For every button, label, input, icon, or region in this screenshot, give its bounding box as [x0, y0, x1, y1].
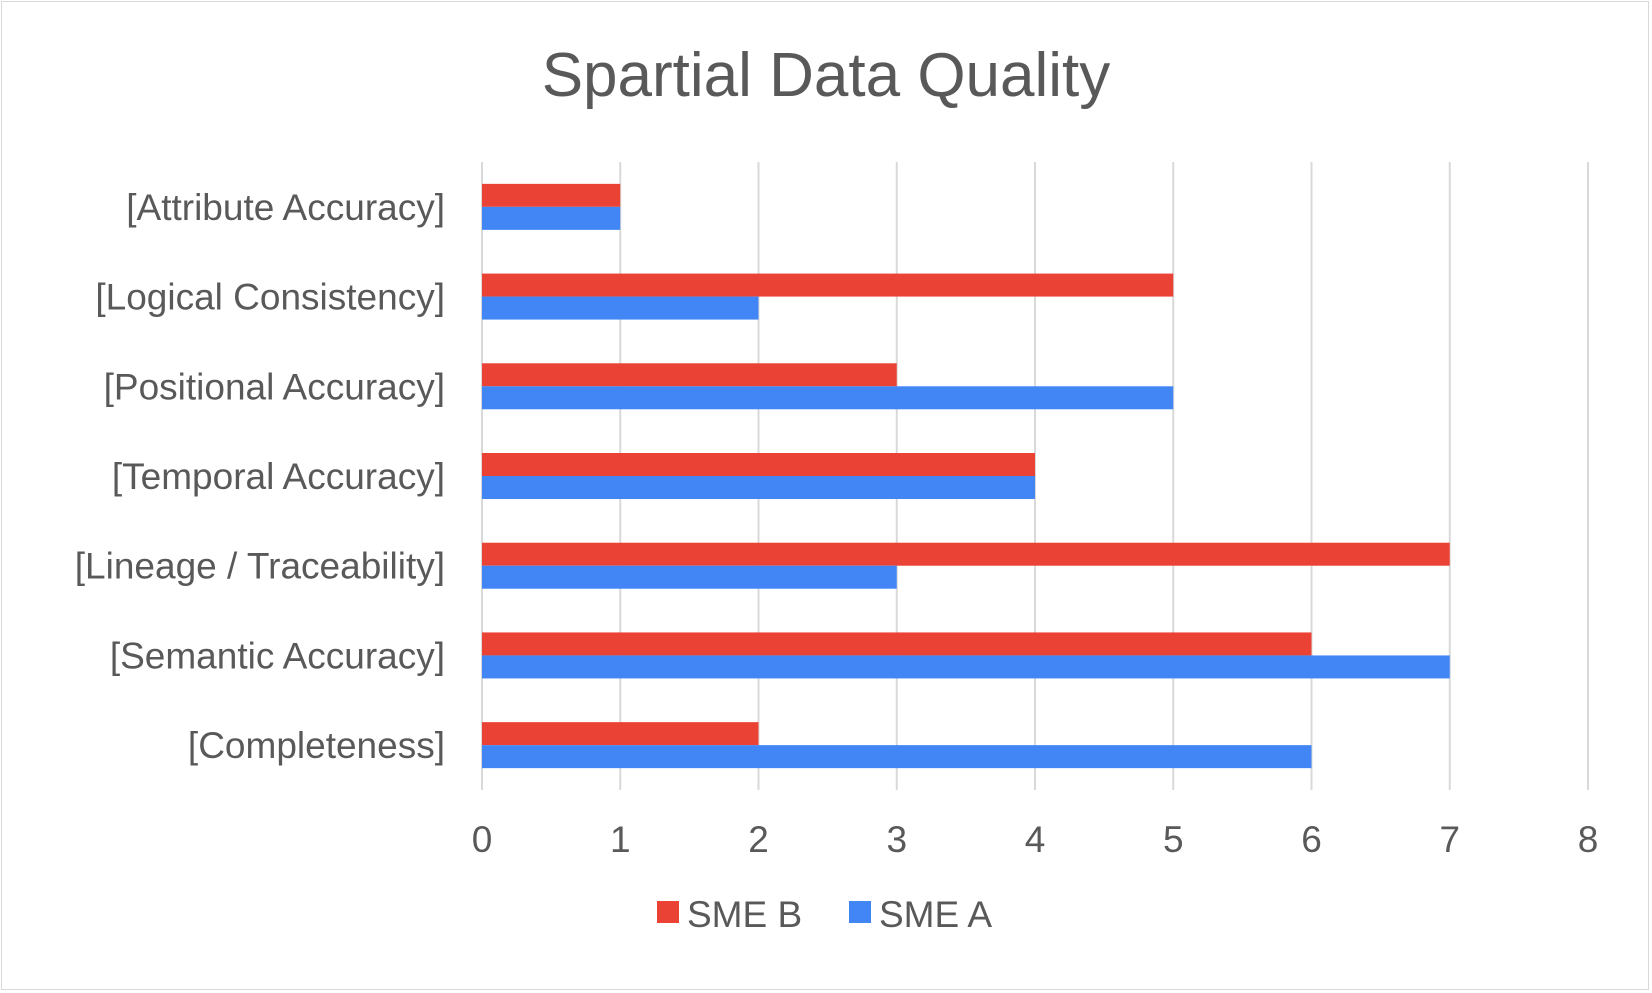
- category-label: [Logical Consistency]: [95, 277, 445, 318]
- bar-sme-a: [482, 296, 759, 320]
- category-label: [Attribute Accuracy]: [126, 187, 445, 228]
- x-tick-label: 3: [886, 819, 907, 860]
- bar-sme-b: [482, 542, 1450, 566]
- x-tick-label: 8: [1578, 819, 1599, 860]
- x-tick-label: 0: [472, 819, 493, 860]
- bar-sme-a: [482, 745, 1312, 769]
- bar-sme-a: [482, 476, 1035, 499]
- category-label: [Temporal Accuracy]: [112, 456, 445, 497]
- legend: SME B SME A: [657, 894, 992, 935]
- bar-sme-a: [482, 386, 1174, 410]
- x-tick-label: 5: [1163, 819, 1184, 860]
- legend-label: SME B: [687, 894, 802, 935]
- bar-sme-b: [482, 183, 621, 207]
- bar-sme-b: [482, 722, 759, 746]
- bars: [482, 183, 1450, 769]
- chart-title: Spartial Data Quality: [542, 41, 1111, 110]
- x-axis-ticks: 0 1 2 3 4 5 6 7 8: [472, 819, 1599, 860]
- x-tick-label: 4: [1025, 819, 1046, 860]
- bar-sme-b: [482, 273, 1174, 297]
- category-label: [Lineage / Traceability]: [75, 546, 445, 587]
- x-tick-label: 7: [1439, 819, 1460, 860]
- bar-sme-b: [482, 632, 1312, 656]
- legend-swatch: [657, 901, 679, 923]
- gridlines: [481, 162, 1589, 790]
- x-tick-label: 2: [748, 819, 769, 860]
- legend-swatch: [849, 901, 871, 923]
- bar-sme-a: [482, 206, 621, 230]
- bar-sme-b: [482, 363, 897, 387]
- x-tick-label: 1: [610, 819, 631, 860]
- category-label: [Completeness]: [188, 725, 445, 766]
- x-tick-label: 6: [1301, 819, 1322, 860]
- bar-sme-b: [482, 453, 1035, 476]
- bar-sme-a: [482, 565, 897, 589]
- category-label: [Positional Accuracy]: [104, 366, 445, 407]
- category-labels: [Attribute Accuracy] [Logical Consistency…: [75, 187, 445, 766]
- category-label: [Semantic Accuracy]: [110, 635, 445, 676]
- legend-label: SME A: [879, 894, 992, 935]
- bar-sme-a: [482, 655, 1450, 679]
